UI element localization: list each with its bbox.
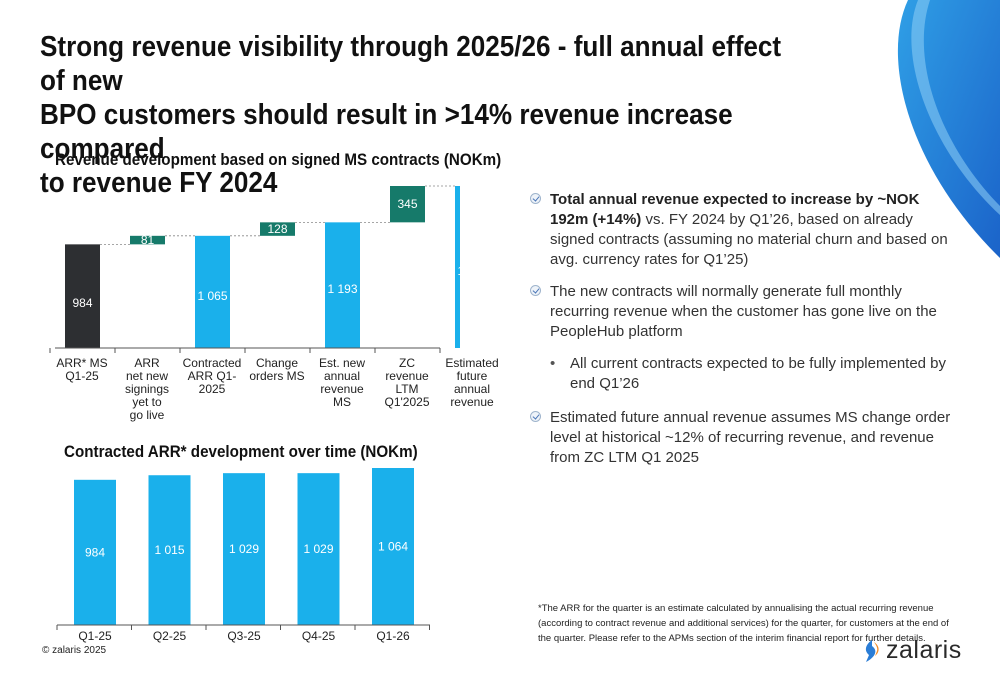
bullet-text: The new contracts will normally generate…	[550, 283, 937, 340]
waterfall-category-label: Contracted ARR Q1- 2025	[182, 356, 242, 396]
waterfall-chart: 984 81 1 065 128 1 193 345 1 538	[49, 185, 460, 353]
waterfall-category-label: Estimated future annual revenue	[445, 356, 499, 409]
waterfall-category-label: Change orders MS	[249, 356, 305, 383]
waterfall-bar	[455, 186, 460, 348]
arr-value-label: 1 029	[303, 542, 333, 556]
bullet-item: Total annual revenue expected to increas…	[530, 190, 960, 270]
arr-bar	[223, 473, 265, 625]
zalaris-logo-icon	[865, 639, 879, 662]
arr-bar	[148, 475, 191, 625]
key-points: Total annual revenue expected to increas…	[530, 190, 960, 480]
arr-category-label: Q1-25	[78, 629, 112, 643]
arr-bar	[297, 473, 340, 625]
waterfall-value-label: 128	[267, 222, 287, 236]
check-bullet-icon	[530, 411, 541, 422]
arr-category-label: Q4-25	[302, 629, 336, 643]
check-bullet-icon	[530, 193, 541, 204]
waterfall-value-label: 81	[141, 233, 155, 247]
sub-bullet-text: All current contracts expected to be ful…	[570, 355, 947, 392]
arr-chart-title: Contracted ARR* development over time (N…	[64, 443, 418, 461]
arr-category-label: Q2-25	[153, 629, 187, 643]
waterfall-category-label: ARR* MS Q1-25	[56, 356, 108, 383]
waterfall-bar	[325, 222, 360, 348]
bullet-bold: Total annual revenue expected to increas…	[550, 191, 920, 228]
bullet-text: Estimated future annual revenue assumes …	[550, 409, 951, 466]
waterfall-value-label: 1 538	[457, 264, 460, 278]
arr-value-label: 984	[85, 545, 105, 559]
waterfall-value-label: 1 193	[327, 282, 357, 296]
arr-value-label: 1 015	[154, 543, 184, 557]
bullet-item: Estimated future annual revenue assumes …	[530, 408, 960, 468]
waterfall-category-label: ARR net new signings yet to go live	[124, 356, 170, 422]
check-bullet-icon	[530, 285, 541, 296]
waterfall-value-label: 984	[72, 296, 92, 310]
sub-bullet-item: • All current contracts expected to be f…	[530, 354, 960, 394]
waterfall-bar	[195, 235, 230, 348]
waterfall-value-label: 1 065	[197, 289, 227, 303]
copyright: © zalaris 2025	[42, 645, 107, 656]
page-title: Strong revenue visibility through 2025/2…	[40, 31, 782, 199]
arr-value-label: 1 064	[378, 540, 408, 554]
arr-category-label: Q1-26	[376, 629, 410, 643]
waterfall-bar	[390, 186, 425, 223]
waterfall-category-label: ZC revenue LTM Q1'2025	[384, 356, 430, 409]
footnote: *The ARR for the quarter is an estimate …	[538, 603, 949, 644]
arr-bar-chart: 984 Q1-25 1 015 Q2-25 1 029 Q3-25 1 029 Q4-25 1 …	[56, 468, 430, 643]
bullet-item: The new contracts will normally generate…	[530, 282, 960, 342]
waterfall-chart-title: Revenue development based on signed MS c…	[55, 151, 502, 169]
waterfall-bar	[260, 222, 295, 236]
waterfall-bar	[65, 244, 100, 348]
corner-decoration	[897, 0, 1000, 258]
waterfall-category-label: Est. new annual revenue MS	[318, 356, 366, 409]
bullet-text: vs. FY 2024 by Q1’26, based on already s…	[550, 211, 948, 268]
arr-value-label: 1 029	[229, 542, 259, 556]
arr-category-label: Q3-25	[227, 629, 261, 643]
dot-bullet-icon: •	[550, 355, 556, 372]
arr-bar	[74, 479, 116, 625]
arr-bar	[372, 468, 414, 625]
waterfall-bar	[130, 235, 165, 245]
logo-wordmark: zalaris	[886, 636, 962, 664]
waterfall-value-label: 345	[397, 197, 417, 211]
zalaris-logo: zalaris	[862, 636, 962, 665]
